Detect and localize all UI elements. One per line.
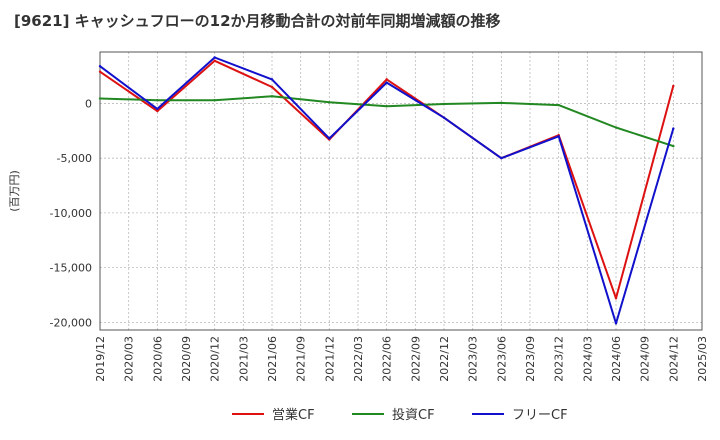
x-tick-label: 2021/06 xyxy=(266,336,279,382)
x-tick-label: 2020/12 xyxy=(209,336,222,382)
series-layer xyxy=(98,56,675,325)
data-point-free-cf xyxy=(557,135,560,138)
data-point-free-cf xyxy=(672,127,675,130)
data-point-free-cf xyxy=(270,78,274,81)
data-point-investing-cf xyxy=(672,144,675,148)
data-point-investing-cf xyxy=(442,102,446,106)
data-point-free-cf xyxy=(213,56,216,59)
legend-label-investing-cf: 投資CF xyxy=(392,407,435,423)
y-tick-label: -20,000 xyxy=(50,316,92,329)
x-tick-label: 2024/12 xyxy=(667,336,680,382)
data-point-investing-cf xyxy=(385,104,388,108)
data-point-free-cf xyxy=(442,116,446,119)
x-tick-label: 2022/03 xyxy=(352,336,365,382)
y-tick-label: -15,000 xyxy=(50,262,92,275)
legend-label-free-cf: フリーCF xyxy=(512,408,568,423)
plot-frame xyxy=(99,51,703,331)
data-point-free-cf xyxy=(614,322,618,325)
data-point-investing-cf xyxy=(156,98,159,102)
legend: 営業CF 投資CF フリーCF xyxy=(232,407,568,423)
chart-title: [9621] キャッシュフローの12か月移動合計の対前年同期増減額の推移 xyxy=(14,12,501,30)
x-tick-label: 2019/12 xyxy=(94,336,107,382)
x-tick-label: 2025/03 xyxy=(696,336,709,382)
data-point-free-cf xyxy=(328,137,331,140)
x-tick-label: 2022/12 xyxy=(438,336,451,382)
grid-layer xyxy=(99,52,703,330)
data-point-operating-cf xyxy=(614,297,618,300)
x-tick-label: 2024/03 xyxy=(581,336,594,382)
data-point-operating-cf xyxy=(270,85,274,89)
legend-label-operating-cf: 営業CF xyxy=(272,407,315,423)
axes-layer xyxy=(99,51,703,331)
x-tick-label: 2020/06 xyxy=(151,336,164,382)
y-tick-label: -10,000 xyxy=(50,207,92,220)
data-point-operating-cf xyxy=(156,109,159,113)
x-tick-label: 2023/03 xyxy=(467,336,480,382)
data-point-operating-cf xyxy=(672,84,675,88)
x-tick-label: 2023/09 xyxy=(524,336,537,382)
data-point-investing-cf xyxy=(614,126,618,129)
data-point-free-cf xyxy=(385,81,388,84)
data-point-operating-cf xyxy=(385,78,388,81)
data-point-investing-cf xyxy=(213,98,216,102)
data-point-investing-cf xyxy=(270,95,274,98)
y-tick-label: -5,000 xyxy=(57,152,92,165)
data-point-free-cf xyxy=(98,65,102,68)
data-point-operating-cf xyxy=(98,70,102,73)
x-tick-label: 2022/09 xyxy=(409,336,422,382)
data-point-investing-cf xyxy=(500,101,503,105)
x-tick-label: 2023/12 xyxy=(553,336,566,382)
data-point-investing-cf xyxy=(98,97,102,100)
y-axis-label: (百万円) xyxy=(8,170,21,212)
data-point-investing-cf xyxy=(328,101,331,104)
x-tick-label: 2021/12 xyxy=(323,336,336,382)
x-tick-label: 2021/03 xyxy=(237,336,250,382)
x-tick-label: 2023/06 xyxy=(495,336,508,382)
x-tick-label: 2024/06 xyxy=(610,336,623,382)
x-tick-label: 2024/09 xyxy=(639,336,652,382)
y-tick-label: 0 xyxy=(85,97,92,110)
data-point-investing-cf xyxy=(557,103,560,107)
x-tick-label: 2020/03 xyxy=(123,336,136,382)
x-tick-label: 2020/09 xyxy=(180,336,193,382)
data-point-free-cf xyxy=(500,156,503,160)
x-tick-label: 2022/06 xyxy=(381,336,394,382)
x-tick-label: 2021/09 xyxy=(295,336,308,382)
data-point-operating-cf xyxy=(213,59,216,62)
data-point-free-cf xyxy=(156,107,159,111)
